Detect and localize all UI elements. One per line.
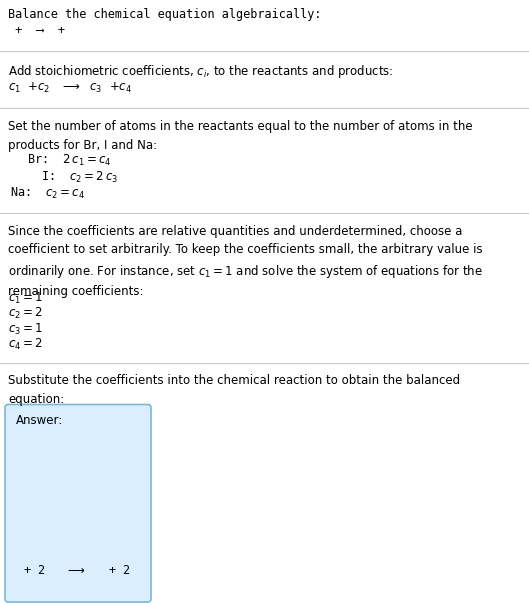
Text: I:  $c_2 = 2\,c_3$: I: $c_2 = 2\,c_3$ xyxy=(20,169,118,185)
Text: Br:  $2\,c_1 = c_4$: Br: $2\,c_1 = c_4$ xyxy=(20,153,112,168)
Text: Add stoichiometric coefficients, $c_i$, to the reactants and products:: Add stoichiometric coefficients, $c_i$, … xyxy=(8,63,394,80)
Text: Substitute the coefficients into the chemical reaction to obtain the balanced
eq: Substitute the coefficients into the che… xyxy=(8,374,460,406)
Text: +  ⟶  +: + ⟶ + xyxy=(8,25,72,37)
Text: Na:  $c_2 = c_4$: Na: $c_2 = c_4$ xyxy=(10,186,85,201)
FancyBboxPatch shape xyxy=(5,405,151,602)
Text: $c_4 = 2$: $c_4 = 2$ xyxy=(8,337,43,352)
Text: $c_3 = 1$: $c_3 = 1$ xyxy=(8,321,43,336)
Text: Balance the chemical equation algebraically:: Balance the chemical equation algebraica… xyxy=(8,8,322,21)
Text: $c_1$  +$c_2$   $\longrightarrow$  $c_3$  +$c_4$: $c_1$ +$c_2$ $\longrightarrow$ $c_3$ +$c… xyxy=(8,80,132,95)
Text: + 2   $\longrightarrow$   + 2: + 2 $\longrightarrow$ + 2 xyxy=(16,564,131,577)
Text: Answer:: Answer: xyxy=(16,414,63,426)
Text: Set the number of atoms in the reactants equal to the number of atoms in the
pro: Set the number of atoms in the reactants… xyxy=(8,120,472,152)
Text: Since the coefficients are relative quantities and underdetermined, choose a
coe: Since the coefficients are relative quan… xyxy=(8,224,483,298)
Text: $c_2 = 2$: $c_2 = 2$ xyxy=(8,306,43,321)
Text: $c_1 = 1$: $c_1 = 1$ xyxy=(8,291,43,306)
